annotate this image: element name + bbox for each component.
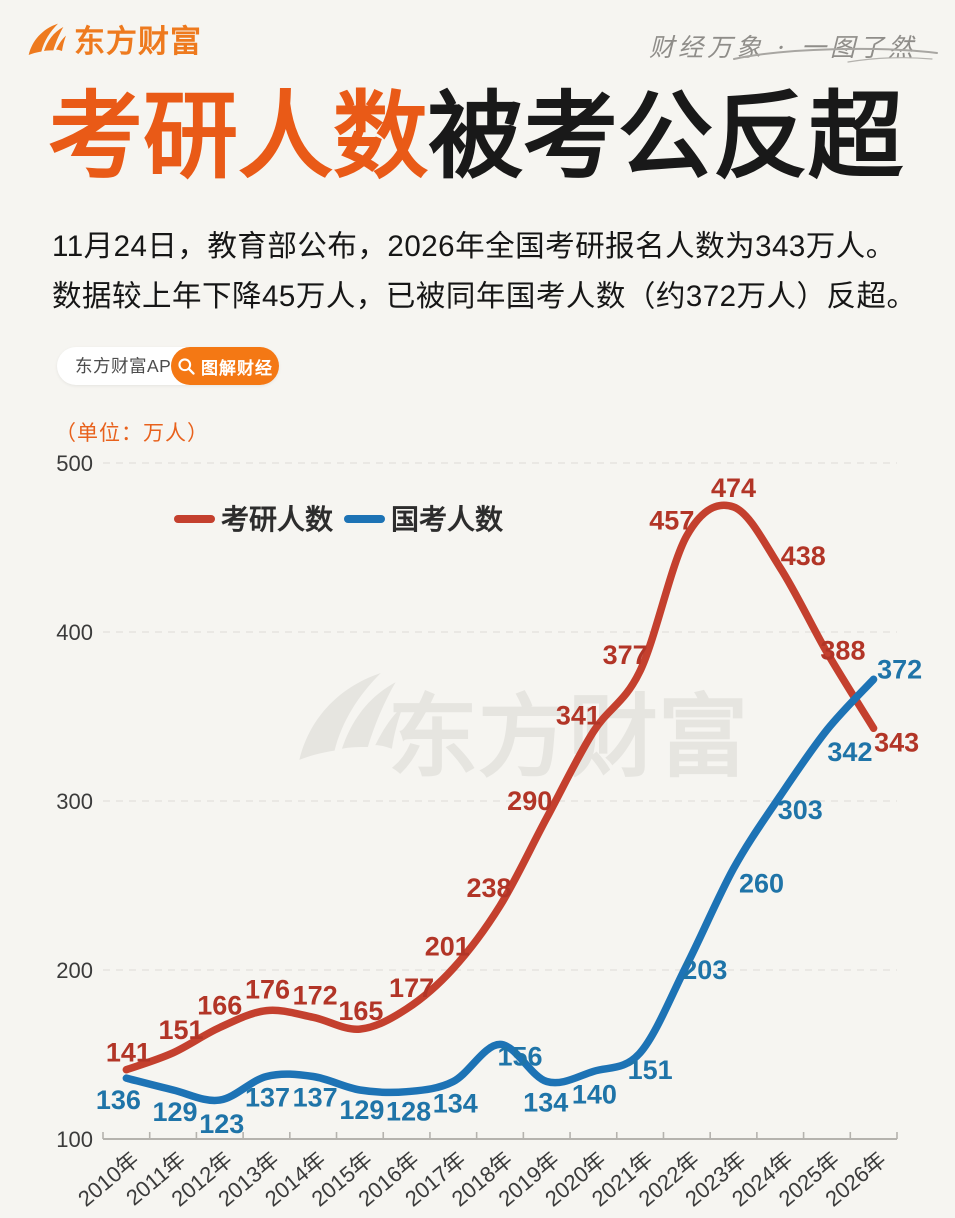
data-label: 260 (739, 869, 784, 899)
y-tick-label-100: 100 (56, 1127, 93, 1152)
series-line-国考人数 (122, 675, 878, 1105)
data-label: 151 (159, 1015, 204, 1045)
data-label: 474 (711, 473, 756, 503)
chart-legend: 考研人数 国考人数 (174, 504, 504, 535)
data-label: 290 (507, 786, 552, 816)
magnifier-icon (178, 357, 195, 375)
intro-line-1: 11月24日，教育部公布，2026年全国考研报名人数为343万人。 (52, 230, 896, 263)
data-label: 128 (386, 1097, 431, 1127)
data-label: 438 (781, 541, 826, 571)
page-title: 考研人数被考公反超 (48, 84, 903, 190)
data-label: 177 (389, 973, 434, 1003)
data-label: 457 (649, 506, 694, 536)
data-label: 137 (245, 1082, 290, 1112)
data-label: 151 (628, 1055, 673, 1085)
eastmoney-swoosh-icon (28, 23, 66, 55)
data-label: 201 (425, 931, 470, 961)
data-label: 372 (877, 654, 922, 684)
y-tick-label-400: 400 (56, 620, 93, 645)
legend-label: 考研人数 (221, 504, 334, 535)
data-label: 238 (466, 873, 511, 903)
data-label: 172 (293, 980, 338, 1010)
page-title-rest: 被考公反超 (428, 84, 904, 190)
y-tick-label-500: 500 (56, 451, 93, 476)
data-label: 377 (603, 640, 648, 670)
brand-logo: 东方财富 (26, 16, 202, 61)
data-label: 137 (293, 1082, 338, 1112)
column-badge-button[interactable]: 图解财经 (171, 347, 279, 385)
data-label: 166 (197, 990, 242, 1020)
data-label: 123 (199, 1109, 244, 1139)
data-label: 176 (245, 975, 290, 1005)
app-badge-label: 东方财富APP (75, 356, 184, 376)
data-label: 343 (874, 727, 919, 757)
intro-line-2: 数据较上年下降45万人，已被同年国考人数（约372万人）反超。 (52, 280, 917, 313)
data-label: 303 (778, 795, 823, 825)
column-badge-label: 图解财经 (201, 358, 273, 378)
intro-paragraph: 11月24日，教育部公布，2026年全国考研报名人数为343万人。 数据较上年下… (52, 222, 917, 322)
y-tick-label-200: 200 (56, 958, 93, 983)
data-label: 140 (572, 1079, 617, 1109)
data-label: 165 (338, 996, 383, 1026)
data-label: 342 (827, 737, 872, 767)
data-label: 134 (433, 1089, 478, 1119)
data-label: 129 (153, 1097, 198, 1127)
legend-label: 国考人数 (391, 504, 504, 535)
unit-label: （单位：万人） (55, 422, 209, 445)
data-label: 136 (96, 1085, 141, 1115)
data-label: 141 (106, 1038, 151, 1068)
data-label: 341 (556, 701, 601, 731)
series-line-考研人数 (122, 501, 878, 1074)
data-label: 388 (820, 635, 865, 665)
data-label: 134 (523, 1088, 568, 1118)
watermark: 东方财富 (299, 672, 748, 788)
page-title-highlight: 考研人数 (48, 84, 429, 190)
tagline-text: 财经万象 · 一图了然 (649, 33, 917, 62)
line-chart: 1002003004005002010年2011年2012年2013年2014年… (56, 451, 922, 1211)
data-label: 156 (497, 1041, 542, 1071)
data-label: 203 (682, 955, 727, 985)
badge-group: 东方财富APP 图解财经 (57, 347, 279, 385)
y-tick-label-300: 300 (56, 789, 93, 814)
brand-name: 东方财富 (74, 24, 202, 59)
tagline-underline-swoosh (733, 47, 938, 63)
tagline: 财经万象 · 一图了然 (649, 28, 917, 64)
data-label: 129 (339, 1095, 384, 1125)
